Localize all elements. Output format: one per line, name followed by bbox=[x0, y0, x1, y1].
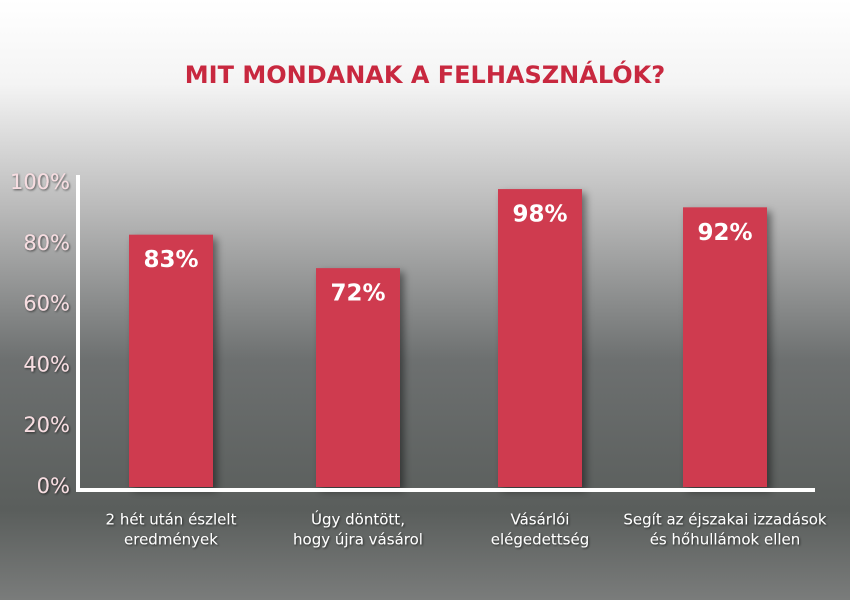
x-tick-label: elégedettség bbox=[491, 531, 589, 549]
y-tick-label: 0% bbox=[37, 474, 70, 498]
bar bbox=[498, 189, 582, 487]
chart-title: MIT MONDANAK A FELHASZNÁLÓK? bbox=[185, 59, 665, 89]
bar bbox=[316, 268, 400, 487]
x-tick-label: 2 hét után észlelt bbox=[106, 511, 237, 529]
x-tick-label: Vásárlói bbox=[511, 511, 570, 529]
x-tick-label: és hőhullámok ellen bbox=[650, 531, 801, 549]
value-label: 72% bbox=[330, 281, 385, 307]
value-label: 83% bbox=[143, 247, 198, 273]
bar bbox=[683, 207, 767, 487]
y-tick-label: 20% bbox=[23, 413, 70, 437]
value-label: 98% bbox=[512, 202, 567, 228]
y-tick-label: 40% bbox=[23, 352, 70, 376]
x-tick-label: hogy újra vásárol bbox=[293, 531, 423, 549]
y-tick-label: 60% bbox=[23, 292, 70, 316]
x-tick-label: Úgy döntött, bbox=[311, 510, 405, 529]
value-label: 92% bbox=[697, 220, 752, 246]
bar bbox=[129, 234, 213, 487]
y-tick-label: 80% bbox=[23, 231, 70, 255]
y-tick-label: 100% bbox=[10, 170, 70, 194]
x-tick-label: eredmények bbox=[124, 531, 218, 549]
x-tick-label: Segít az éjszakai izzadások bbox=[623, 511, 827, 529]
